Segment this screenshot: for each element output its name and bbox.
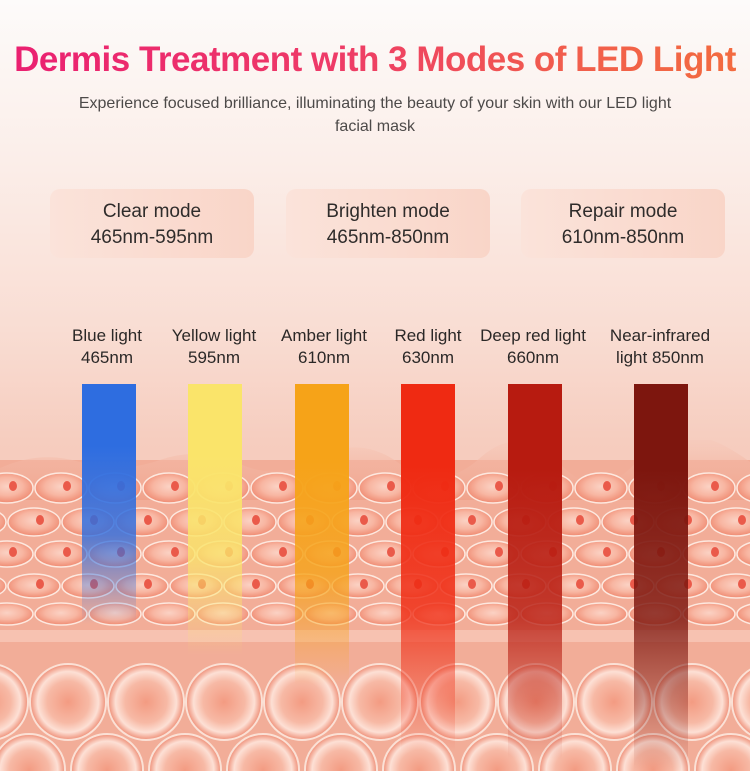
cell-nucleus bbox=[279, 481, 287, 491]
mode-name: Repair mode bbox=[568, 201, 678, 222]
cell-nucleus bbox=[63, 547, 71, 557]
dermis-cell bbox=[0, 664, 29, 740]
light-label-red: Red light 630nm bbox=[358, 325, 498, 369]
light-name: Red light bbox=[394, 326, 462, 345]
skin-cell bbox=[574, 472, 628, 504]
cell-nucleus bbox=[252, 515, 260, 525]
light-name: Amber light bbox=[281, 326, 367, 345]
cell-nucleus bbox=[360, 515, 368, 525]
cell-nucleus bbox=[495, 481, 503, 491]
page-subtitle: Experience focused brilliance, illuminat… bbox=[78, 95, 672, 135]
skin-cell bbox=[0, 512, 7, 532]
cell-nucleus bbox=[738, 579, 746, 589]
skin-cell bbox=[34, 540, 88, 568]
page-title: Dermis Treatment with 3 Modes of LED Lig… bbox=[0, 40, 750, 80]
skin-cell bbox=[736, 603, 750, 625]
cell-nucleus bbox=[603, 481, 611, 491]
mode-card-brighten: Brighten mode 465nm-850nm bbox=[286, 189, 490, 258]
cell-nucleus bbox=[9, 481, 17, 491]
mode-card-clear: Clear mode 465nm-595nm bbox=[50, 189, 254, 258]
cell-nucleus bbox=[171, 547, 179, 557]
light-wavelength: 595nm bbox=[188, 348, 240, 367]
skin-cell bbox=[709, 507, 750, 537]
cell-nucleus bbox=[36, 515, 44, 525]
light-beam-deep-red bbox=[508, 384, 562, 771]
cell-nucleus bbox=[63, 481, 71, 491]
light-wavelength: 660nm bbox=[507, 348, 559, 367]
light-label-near-infrared: Near-infrared light 850nm bbox=[590, 325, 730, 369]
skin-cell bbox=[34, 602, 88, 626]
skin-cell bbox=[574, 602, 628, 626]
light-beam-near-infrared bbox=[634, 384, 688, 771]
light-wavelength: 610nm bbox=[298, 348, 350, 367]
skin-cell bbox=[682, 540, 736, 568]
light-beam-blue bbox=[82, 384, 136, 771]
light-name: Deep red light bbox=[480, 326, 586, 345]
skin-cell bbox=[682, 472, 736, 504]
cell-nucleus bbox=[279, 547, 287, 557]
skin-cell bbox=[34, 472, 88, 504]
skin-cell bbox=[7, 573, 61, 599]
cell-nucleus bbox=[144, 579, 152, 589]
cell-nucleus bbox=[576, 579, 584, 589]
cell-nucleus bbox=[252, 579, 260, 589]
light-wavelength: 465nm bbox=[81, 348, 133, 367]
light-label-deep-red: Deep red light 660nm bbox=[463, 325, 603, 369]
skin-cell bbox=[682, 602, 736, 626]
light-beam-yellow bbox=[188, 384, 242, 771]
dermis-cell bbox=[694, 733, 750, 771]
cell-nucleus bbox=[468, 579, 476, 589]
skin-cell bbox=[574, 540, 628, 568]
mode-card-repair: Repair mode 610nm-850nm bbox=[521, 189, 725, 258]
cell-nucleus bbox=[468, 515, 476, 525]
mode-range: 465nm-595nm bbox=[90, 227, 214, 248]
skin-cell bbox=[736, 541, 750, 567]
dermis-cell bbox=[731, 668, 750, 736]
cell-nucleus bbox=[495, 547, 503, 557]
cell-nucleus bbox=[576, 515, 584, 525]
cell-nucleus bbox=[171, 481, 179, 491]
light-beam-amber bbox=[295, 384, 349, 771]
cell-nucleus bbox=[738, 515, 746, 525]
dermis-cell bbox=[0, 733, 66, 771]
light-label-yellow: Yellow light 595nm bbox=[144, 325, 284, 369]
cell-nucleus bbox=[387, 547, 395, 557]
mode-range: 610nm-850nm bbox=[561, 227, 685, 248]
mode-name: Clear mode bbox=[102, 201, 202, 222]
cell-nucleus bbox=[360, 579, 368, 589]
skin-cell bbox=[736, 474, 750, 502]
light-label-blue: Blue light 465nm bbox=[37, 325, 177, 369]
light-label-amber: Amber light 610nm bbox=[254, 325, 394, 369]
cell-nucleus bbox=[387, 481, 395, 491]
cell-nucleus bbox=[711, 481, 719, 491]
mode-name: Brighten mode bbox=[326, 201, 450, 222]
skin-cell bbox=[0, 602, 34, 626]
cell-nucleus bbox=[603, 547, 611, 557]
skin-cell bbox=[7, 507, 61, 537]
skin-cell bbox=[0, 577, 7, 595]
light-wavelength: light 850nm bbox=[616, 348, 704, 367]
light-name: Near-infrared bbox=[609, 326, 711, 345]
cell-nucleus bbox=[9, 547, 17, 557]
cell-nucleus bbox=[36, 579, 44, 589]
light-name: Blue light bbox=[72, 326, 142, 345]
light-beam-red bbox=[401, 384, 455, 771]
cell-nucleus bbox=[144, 515, 152, 525]
light-wavelength: 630nm bbox=[402, 348, 454, 367]
mode-range: 465nm-850nm bbox=[326, 227, 450, 248]
light-name: Yellow light bbox=[171, 326, 257, 345]
cell-nucleus bbox=[711, 547, 719, 557]
